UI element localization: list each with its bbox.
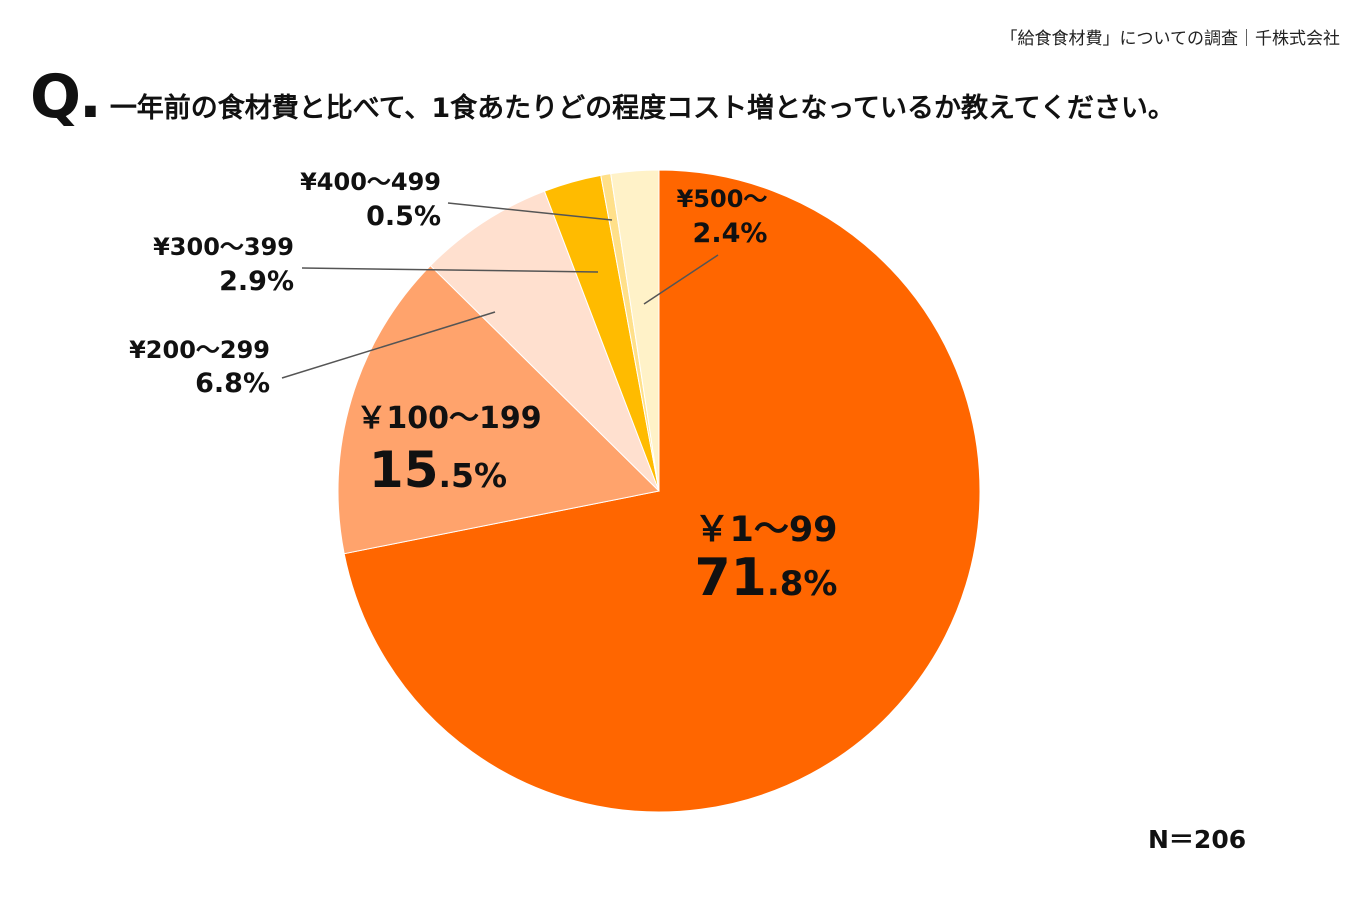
leader-line-300-399 — [301, 267, 599, 273]
sample-size-label: N＝206 — [1148, 825, 1247, 854]
slice-value-dec-1-99: .8% — [767, 564, 838, 604]
slice-value-300-399: 2.9% — [219, 266, 294, 297]
question-text: 一年前の食材費と比べて、1食あたりどの程度コスト増となっているか教えてください。 — [109, 93, 1175, 124]
slice-label-200-299: ¥200〜299 — [129, 336, 270, 364]
pie-slice-1-99 — [343, 169, 981, 813]
slice-value-int-1-99: 71 — [694, 548, 766, 608]
pie-slice-200-299 — [429, 190, 660, 492]
slice-label-100-199: ￥100〜199 — [356, 401, 541, 436]
slice-value-int-100-199: 15 — [369, 441, 439, 499]
pie-slice-100-199 — [337, 264, 661, 555]
leader-line-400-499 — [447, 202, 613, 221]
slice-label-400-499: ¥400〜499 — [300, 168, 441, 196]
leader-line-500 — [643, 254, 719, 305]
slice-label-1-99: ￥1〜99 — [694, 510, 837, 550]
slice-value-400-499: 0.5% — [366, 201, 441, 232]
source-caption: 「給食食材費」についての調査｜千株式会社 — [1000, 29, 1341, 49]
question-row: Q. 一年前の食材費と比べて、1食あたりどの程度コスト増となっているか教えてくだ… — [30, 62, 1175, 132]
leader-line-200-299 — [281, 311, 496, 379]
slice-value-1-99: 71.8% — [694, 548, 837, 608]
slice-label-500: ¥500〜 — [677, 185, 768, 213]
slice-value-500: 2.4% — [693, 218, 768, 249]
slice-value-200-299: 6.8% — [195, 368, 270, 399]
question-mark: Q. — [30, 62, 102, 132]
slice-label-300-399: ¥300〜399 — [153, 233, 294, 261]
slice-value-dec-100-199: .5% — [439, 456, 508, 495]
pie-slice-500 — [610, 169, 660, 492]
slice-value-100-199: 15.5% — [369, 441, 507, 499]
